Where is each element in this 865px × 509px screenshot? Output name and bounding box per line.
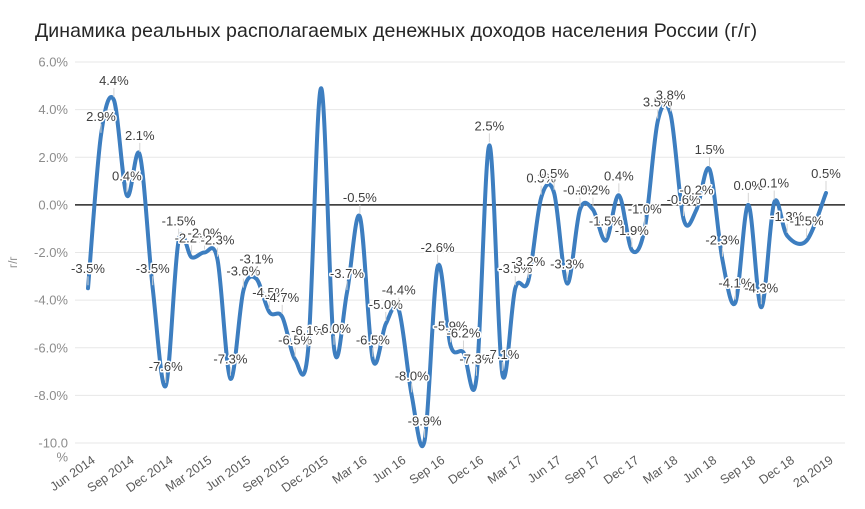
data-label: 0.0% <box>733 178 763 193</box>
data-label: -3.2% <box>511 254 545 269</box>
data-label: -1.0% <box>628 202 662 217</box>
data-label: 1.5% <box>695 142 725 157</box>
data-label: -6.0% <box>317 321 351 336</box>
data-label: -3.5% <box>498 261 532 276</box>
data-label: -1.5% <box>589 214 623 229</box>
data-label: -3.6% <box>226 264 260 279</box>
data-label: 0.4% <box>604 168 634 183</box>
data-label: -5.9% <box>434 318 468 333</box>
data-label: -7.3% <box>459 352 493 367</box>
data-label: -0.6% <box>667 192 701 207</box>
data-label: -6.2% <box>446 326 480 341</box>
series-line <box>86 86 828 449</box>
y-tick-label: -10.0% <box>38 436 68 465</box>
data-label: 0.4% <box>112 168 142 183</box>
x-tick-label: Sep 16 <box>407 453 448 487</box>
data-label: 3.5% <box>643 95 673 110</box>
data-label: 2.9% <box>86 109 116 124</box>
data-label: -4.7% <box>265 290 299 305</box>
data-label: 0.3% <box>526 171 556 186</box>
data-label: 2.1% <box>125 128 155 143</box>
data-label: 0.5% <box>539 166 569 181</box>
x-tick-label: Dec 18 <box>756 453 797 487</box>
x-tick-label: Mar 18 <box>640 453 680 487</box>
y-tick-label: 2.0% <box>38 150 68 165</box>
data-label: -3.5% <box>136 261 170 276</box>
data-label: -7.3% <box>213 352 247 367</box>
x-tick-label: Sep 18 <box>718 453 759 487</box>
x-tick-label: Dec 17 <box>601 453 642 487</box>
data-label: 0.5% <box>811 166 841 181</box>
x-tick-label: 2q 2019 <box>791 453 836 490</box>
y-tick-label: -2.0% <box>34 245 68 260</box>
x-tick-label: Jun 17 <box>525 453 564 486</box>
y-tick-label: -4.0% <box>34 293 68 308</box>
data-label: -8.0% <box>395 368 429 383</box>
data-label: -0.5% <box>343 190 377 205</box>
x-tick-label: Jun 18 <box>680 453 719 486</box>
data-label: -4.1% <box>718 276 752 291</box>
x-tick-label: Mar 16 <box>330 453 370 487</box>
x-tick-label: Dec 16 <box>446 453 487 487</box>
data-label: -1.3% <box>770 209 804 224</box>
data-label: -5.0% <box>369 297 403 312</box>
x-tick-label: Sep 17 <box>562 453 603 487</box>
data-label: -3.3% <box>550 256 584 271</box>
data-label: -1.5% <box>790 214 824 229</box>
data-label: 3.8% <box>656 87 686 102</box>
data-label: -1.5% <box>162 214 196 229</box>
data-label: -7.1% <box>485 347 519 362</box>
data-label: -2.3% <box>200 233 234 248</box>
data-label: -0.2% <box>576 183 610 198</box>
data-label: -3.1% <box>239 252 273 267</box>
data-label: -2.0% <box>188 226 222 241</box>
data-label: -2.6% <box>421 240 455 255</box>
data-label: -3.7% <box>330 266 364 281</box>
data-label: -0.2% <box>680 183 714 198</box>
data-label: 2.5% <box>475 118 505 133</box>
data-label: -4.3% <box>744 280 778 295</box>
chart-title: Динамика реальных располагаемых денежных… <box>35 20 758 42</box>
data-label: -4.4% <box>382 283 416 298</box>
data-label: -1.9% <box>615 223 649 238</box>
data-label: -7.6% <box>149 359 183 374</box>
data-label: -9.9% <box>408 414 442 429</box>
data-label: -3.5% <box>71 261 105 276</box>
data-label: -6.1% <box>291 323 325 338</box>
data-label: -2.2% <box>175 230 209 245</box>
y-tick-label: -8.0% <box>34 388 68 403</box>
data-label: 0.1% <box>759 175 789 190</box>
x-tick-label: Jun 16 <box>370 453 409 486</box>
data-label: -4.5% <box>252 285 286 300</box>
y-tick-label: 0.0% <box>38 197 68 212</box>
data-label: -6.5% <box>278 333 312 348</box>
data-label: -0.2% <box>563 183 597 198</box>
y-axis-title: г/г <box>8 256 20 268</box>
y-tick-label: -6.0% <box>34 340 68 355</box>
data-label: -6.5% <box>356 333 390 348</box>
y-tick-label: 4.0% <box>38 102 68 117</box>
x-tick-label: Mar 17 <box>485 453 525 487</box>
y-tick-label: 6.0% <box>38 55 68 70</box>
data-label: -2.3% <box>705 233 739 248</box>
data-label: 4.4% <box>99 73 129 88</box>
